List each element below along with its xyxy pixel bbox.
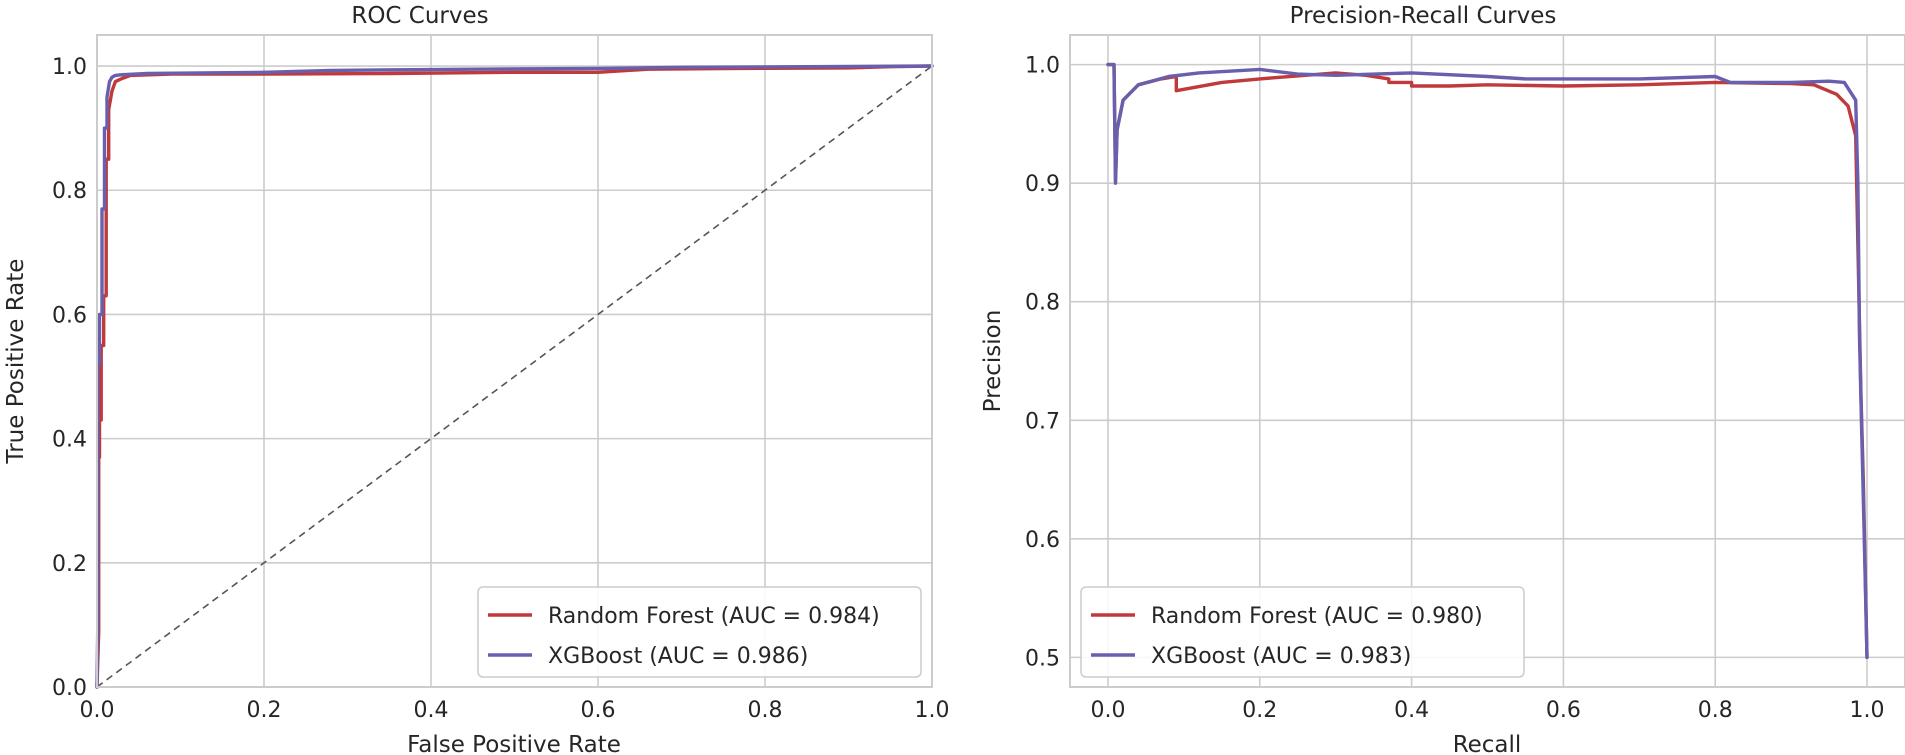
roc-chance-line <box>96 65 933 688</box>
pr-x-tick-label: 1.0 <box>1850 698 1885 723</box>
roc-y-tick-label: 0.2 <box>52 552 87 577</box>
roc-curve-random-forest <box>95 64 934 689</box>
roc-title: ROC Curves <box>351 3 488 29</box>
roc-y-axis-title: True Positive Rate <box>3 259 29 465</box>
pr-x-tick-label: 0.2 <box>1242 698 1277 723</box>
roc-y-tick-label: 0.8 <box>52 179 87 204</box>
roc-panel: ROC Curves 0.0 0.2 0.4 0.6 0.8 1.0 0.00.20.40… <box>3 3 950 755</box>
roc-y-tick-label: 0.0 <box>52 676 87 701</box>
roc-y-tick-label: 1.0 <box>52 55 87 80</box>
roc-x-tick-label: 0.0 <box>80 698 115 723</box>
roc-x-tick-label: 0.4 <box>414 698 449 723</box>
roc-y-ticks: 0.0 0.2 0.4 0.6 0.8 1.0 <box>52 55 87 701</box>
pr-legend-label-xgboost: XGBoost (AUC = 0.983) <box>1151 644 1411 669</box>
pr-y-tick-label: 0.8 <box>1025 291 1060 316</box>
pr-x-tick-label: 0.4 <box>1394 698 1429 723</box>
roc-x-tick-label: 0.6 <box>581 698 616 723</box>
pr-legend-box <box>1080 586 1525 678</box>
roc-legend-label-xgboost: XGBoost (AUC = 0.986) <box>548 644 808 669</box>
pr-y-tick-label: 0.5 <box>1025 646 1060 671</box>
roc-x-ticks: 0.0 0.2 0.4 0.6 0.8 1.0 <box>80 698 950 723</box>
roc-plot-frame <box>96 34 933 688</box>
roc-x-tick-label: 1.0 <box>915 698 950 723</box>
pr-curve-random-forest <box>1106 62 1869 660</box>
roc-x-tick-label: 0.8 <box>748 698 783 723</box>
pr-y-ticks: 0.5 0.6 0.7 0.8 0.9 1.0 <box>1025 54 1060 672</box>
roc-marks <box>95 64 934 689</box>
pr-panel: Precision-Recall Curves 0.0 0.2 0.4 0.6 0.8 1… <box>980 3 1905 755</box>
roc-legend: Random Forest (AUC = 0.984) XGBoost (AUC… <box>477 586 922 678</box>
roc-x-tick-label: 0.2 <box>247 698 282 723</box>
pr-y-tick-label: 0.9 <box>1025 172 1060 197</box>
pr-curve-xgboost <box>1106 62 1869 660</box>
pr-plot-frame <box>1069 34 1905 688</box>
pr-grid <box>1070 35 1905 687</box>
pr-x-tick-label: 0.8 <box>1698 698 1733 723</box>
pr-x-tick-label: 0.6 <box>1546 698 1581 723</box>
roc-legend-box <box>477 586 922 678</box>
pr-y-tick-label: 0.6 <box>1025 528 1060 553</box>
roc-x-axis-title: False Positive Rate <box>407 732 621 755</box>
roc-curve-xgboost <box>95 64 934 689</box>
roc-legend-label-random-forest: Random Forest (AUC = 0.984) <box>548 604 880 629</box>
pr-title: Precision-Recall Curves <box>1290 3 1557 29</box>
roc-y-tick-label: 0.4 <box>52 428 87 453</box>
pr-y-tick-label: 1.0 <box>1025 54 1060 79</box>
pr-marks <box>1106 62 1869 660</box>
pr-legend: Random Forest (AUC = 0.980) XGBoost (AUC… <box>1080 586 1525 678</box>
pr-x-tick-label: 0.0 <box>1090 698 1125 723</box>
pr-x-axis-title: Recall <box>1453 732 1522 755</box>
pr-legend-label-random-forest: Random Forest (AUC = 0.980) <box>1151 604 1483 629</box>
roc-y-tick-label: 0.6 <box>52 303 87 328</box>
pr-y-tick-label: 0.7 <box>1025 409 1060 434</box>
pr-x-ticks: 0.0 0.2 0.4 0.6 0.8 1.0 <box>1090 698 1884 723</box>
pr-y-axis-title: Precision <box>980 310 1006 413</box>
